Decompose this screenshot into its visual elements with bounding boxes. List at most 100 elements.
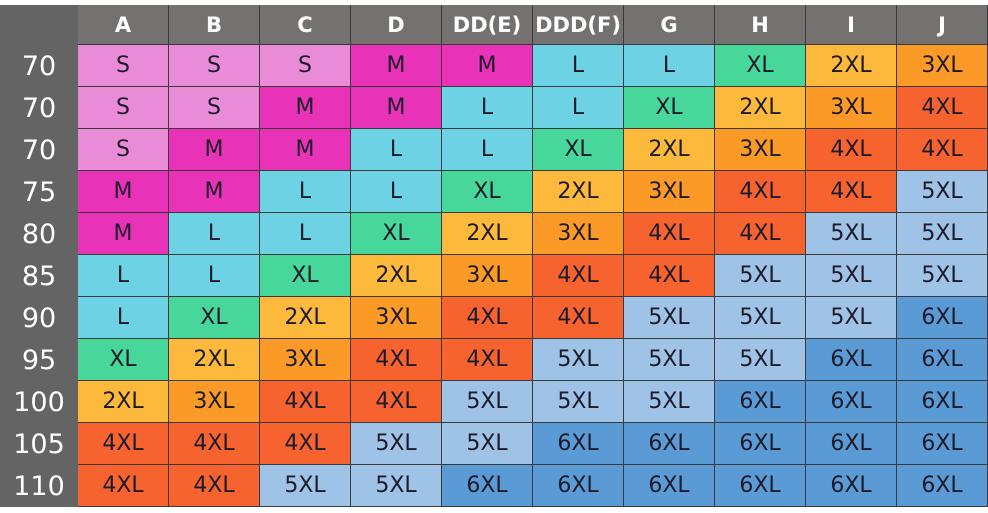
size-cell: 5XL: [806, 255, 897, 297]
size-cell: 5XL: [351, 465, 442, 507]
size-cell: L: [624, 45, 715, 87]
table-row: 85 L L XL 2XL 3XL 4XL 4XL 5XL 5XL 5XL: [0, 255, 988, 297]
row-label: 110: [0, 465, 78, 507]
size-cell: 4XL: [533, 297, 624, 339]
size-cell: 5XL: [624, 297, 715, 339]
size-cell: 5XL: [715, 339, 806, 381]
size-cell: 2XL: [806, 45, 897, 87]
size-cell: 6XL: [624, 423, 715, 465]
size-cell: 6XL: [897, 423, 988, 465]
size-cell: 3XL: [715, 129, 806, 171]
size-cell: L: [78, 297, 169, 339]
size-cell: 5XL: [806, 297, 897, 339]
row-label: 70: [0, 45, 78, 87]
size-cell: M: [260, 129, 351, 171]
size-cell: 3XL: [897, 45, 988, 87]
size-cell: 5XL: [442, 423, 533, 465]
size-cell: 3XL: [806, 87, 897, 129]
size-cell: 6XL: [715, 423, 806, 465]
size-cell: 3XL: [624, 171, 715, 213]
corner-cell: [0, 5, 78, 45]
size-cell: 4XL: [624, 255, 715, 297]
size-cell: 4XL: [897, 87, 988, 129]
size-cell: L: [260, 171, 351, 213]
size-cell: 4XL: [169, 423, 260, 465]
size-cell: M: [351, 45, 442, 87]
size-cell: L: [169, 213, 260, 255]
size-cell: XL: [624, 87, 715, 129]
table-row: 105 4XL 4XL 4XL 5XL 5XL 6XL 6XL 6XL 6XL 6XL: [0, 423, 988, 465]
size-cell: 2XL: [169, 339, 260, 381]
size-cell: 4XL: [806, 129, 897, 171]
column-header: DDD(F): [533, 5, 624, 45]
size-cell: 4XL: [351, 381, 442, 423]
column-header: A: [78, 5, 169, 45]
size-cell: L: [351, 129, 442, 171]
size-cell: M: [169, 129, 260, 171]
size-cell: 4XL: [715, 213, 806, 255]
size-cell: 5XL: [351, 423, 442, 465]
table-row: 75 M M L L XL 2XL 3XL 4XL 4XL 5XL: [0, 171, 988, 213]
row-label: 95: [0, 339, 78, 381]
size-cell: M: [78, 213, 169, 255]
size-cell: L: [442, 87, 533, 129]
size-cell: XL: [169, 297, 260, 339]
size-cell: 4XL: [351, 339, 442, 381]
size-cell: 3XL: [260, 339, 351, 381]
row-label: 80: [0, 213, 78, 255]
size-cell: 6XL: [806, 381, 897, 423]
size-cell: 6XL: [533, 423, 624, 465]
table-row: 70 S M M L L XL 2XL 3XL 4XL 4XL: [0, 129, 988, 171]
size-cell: M: [78, 171, 169, 213]
size-cell: S: [169, 87, 260, 129]
size-cell: 5XL: [897, 213, 988, 255]
column-header: J: [897, 5, 988, 45]
size-cell: 6XL: [806, 339, 897, 381]
size-cell: 6XL: [715, 381, 806, 423]
size-cell: 2XL: [260, 297, 351, 339]
row-label: 70: [0, 129, 78, 171]
size-cell: M: [260, 87, 351, 129]
size-cell: XL: [442, 171, 533, 213]
size-cell: 2XL: [533, 171, 624, 213]
size-cell: 6XL: [442, 465, 533, 507]
size-cell: 5XL: [260, 465, 351, 507]
size-cell: M: [442, 45, 533, 87]
size-cell: 5XL: [806, 213, 897, 255]
size-cell: S: [78, 45, 169, 87]
size-cell: 5XL: [715, 297, 806, 339]
size-cell: 5XL: [624, 339, 715, 381]
table-row: 95 XL 2XL 3XL 4XL 4XL 5XL 5XL 5XL 6XL 6XL: [0, 339, 988, 381]
row-label: 100: [0, 381, 78, 423]
size-cell: 6XL: [897, 339, 988, 381]
size-cell: 2XL: [351, 255, 442, 297]
size-cell: 4XL: [78, 465, 169, 507]
size-cell: L: [78, 255, 169, 297]
column-header: B: [169, 5, 260, 45]
row-label: 85: [0, 255, 78, 297]
size-cell: 4XL: [442, 297, 533, 339]
size-cell: S: [260, 45, 351, 87]
size-cell: 5XL: [897, 171, 988, 213]
header-row: A B C D DD(E) DDD(F) G H I J: [0, 5, 988, 45]
size-cell: 6XL: [533, 465, 624, 507]
size-cell: XL: [715, 45, 806, 87]
size-cell: 4XL: [78, 423, 169, 465]
size-cell: S: [78, 87, 169, 129]
size-cell: 3XL: [351, 297, 442, 339]
size-cell: 4XL: [715, 171, 806, 213]
size-cell: 2XL: [715, 87, 806, 129]
size-cell: 5XL: [897, 255, 988, 297]
size-cell: 5XL: [624, 381, 715, 423]
size-cell: 6XL: [806, 465, 897, 507]
size-cell: L: [169, 255, 260, 297]
size-cell: 4XL: [260, 423, 351, 465]
column-header: DD(E): [442, 5, 533, 45]
size-cell: XL: [260, 255, 351, 297]
size-cell: XL: [533, 129, 624, 171]
column-header: I: [806, 5, 897, 45]
column-header: G: [624, 5, 715, 45]
size-chart-table: A B C D DD(E) DDD(F) G H I J 70 S S S M M L L XL 2XL 3XL 70 S S…: [0, 5, 988, 507]
size-cell: 2XL: [442, 213, 533, 255]
table-row: 90 L XL 2XL 3XL 4XL 4XL 5XL 5XL 5XL 6XL: [0, 297, 988, 339]
